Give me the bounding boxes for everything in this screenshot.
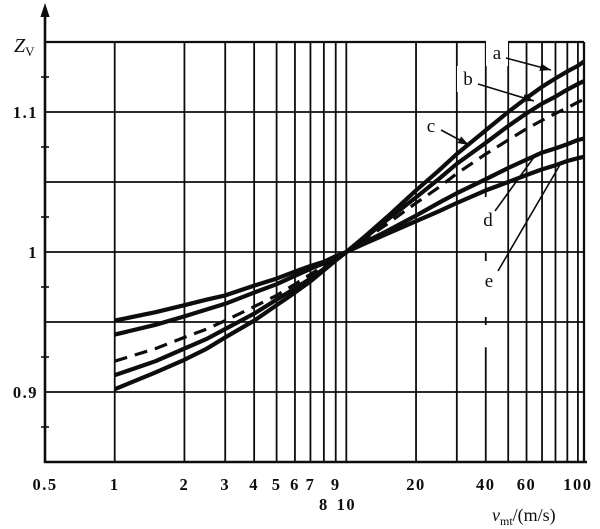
leader-arrowhead-c	[457, 136, 469, 145]
curve-c	[114, 97, 585, 363]
x-tick-label-5: 5	[272, 475, 282, 494]
curve-e	[114, 154, 585, 323]
curves	[113, 59, 586, 392]
curve-callouts: ab c d e	[420, 40, 562, 294]
curve-label-d: d	[483, 210, 493, 231]
x-tick-label-1: 1	[110, 475, 120, 494]
x-tick-label-6: 6	[290, 475, 300, 494]
x-tick-label-8: 8	[319, 495, 329, 514]
label-backing-e	[478, 268, 500, 294]
y-tick-label-0.9: 0.9	[13, 383, 38, 402]
y-axis-arrowhead	[40, 3, 50, 17]
tick-labels: 0.5 1 2 3 4 5 6 7 9 20 40 60 100 8 10 1.1 1 0.9	[13, 103, 592, 514]
x-tick-label-0.5: 0.5	[32, 475, 57, 494]
label-backing-d	[477, 207, 499, 233]
curve-label-b: b	[463, 69, 473, 90]
y-tick-label-1: 1	[28, 243, 38, 262]
x-tick-label-20: 20	[406, 475, 426, 494]
y-axis-title: ZV	[14, 35, 35, 59]
x-tick-label-10: 10	[337, 495, 357, 514]
gridlines	[45, 42, 584, 462]
label-backing-c	[420, 113, 442, 139]
x-tick-label-9: 9	[331, 475, 341, 494]
x-tick-label-7: 7	[306, 475, 316, 494]
axes	[43, 14, 587, 464]
label-backing-a	[486, 40, 508, 66]
x-tick-label-60: 60	[517, 475, 537, 494]
x-tick-label-40: 40	[476, 475, 496, 494]
x-tick-label-100: 100	[563, 475, 592, 494]
leader-arrowhead-b	[522, 94, 534, 102]
curve-label-e: e	[485, 271, 493, 292]
x-axis-title: vmt/(m/s)	[492, 505, 556, 528]
x-tick-label-3: 3	[220, 475, 230, 494]
leader-arrowhead-a	[539, 63, 551, 71]
x-tick-label-4: 4	[249, 475, 259, 494]
y-minor-ticks	[41, 76, 49, 428]
curve-label-c: c	[427, 116, 435, 137]
label-backing-b	[457, 66, 479, 92]
curve-label-a: a	[493, 43, 502, 64]
x-tick-label-2: 2	[180, 475, 190, 494]
leader-line-d	[494, 152, 538, 212]
y-tick-label-1.1: 1.1	[13, 103, 38, 122]
leader-line-e	[497, 162, 562, 272]
